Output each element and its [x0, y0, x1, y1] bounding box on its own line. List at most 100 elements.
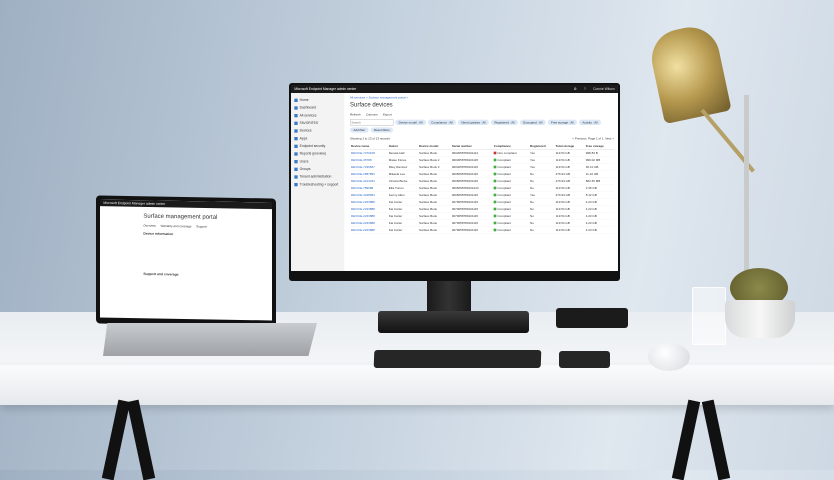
sidebar-item[interactable]: Devices: [293, 127, 342, 135]
table-cell: Compliant: [492, 226, 530, 234]
nav-icon: [294, 144, 298, 148]
filter-pill[interactable]: Add filter: [349, 127, 369, 133]
sidebar-item[interactable]: Apps: [293, 135, 342, 143]
table-cell[interactable]: DEVICE-7470108: [349, 149, 388, 157]
table-cell[interactable]: DEVICE-7236667: [349, 163, 388, 171]
sidebar-item[interactable]: All services: [293, 112, 342, 120]
column-header[interactable]: Device name: [349, 142, 388, 150]
page-select[interactable]: 1: [596, 136, 598, 140]
table-row[interactable]: DEVICE-2233888 Kai Carter Surface Book 0079…: [349, 198, 614, 206]
cell-text: 8.12 GB: [585, 193, 597, 197]
laptop-tab[interactable]: Warranty and coverage: [160, 224, 192, 229]
table-row[interactable]: DEVICE-3238954 Kenny Allen Surface Book 000…: [349, 191, 614, 199]
column-header[interactable]: Registered: [529, 142, 555, 150]
previous-button[interactable]: < Previous: [572, 136, 587, 140]
record-count: Showing 1 to 13 of 13 records: [349, 136, 390, 140]
table-cell: Surface Book 2: [417, 156, 451, 164]
laptop-tab[interactable]: Support: [196, 224, 207, 229]
toolbar-button[interactable]: Refresh: [349, 112, 361, 116]
table-row[interactable]: DEVICE-2233888 Kai Carter Surface Book 0079…: [349, 226, 614, 234]
cell-text: 119.54 GB: [555, 158, 570, 162]
next-button[interactable]: Next >: [605, 136, 614, 140]
table-cell[interactable]: DEVICE-3238954: [349, 191, 388, 199]
column-header[interactable]: Total storage: [554, 142, 585, 150]
settings-icon[interactable]: ⚙: [573, 87, 577, 91]
column-header[interactable]: Owner: [387, 142, 418, 150]
sidebar-item[interactable]: FAVORITES: [293, 119, 342, 127]
table-cell: 119.54 GB: [554, 226, 585, 234]
cell-text: 0004058789101115: [451, 165, 479, 169]
table-row[interactable]: DEVICE-2233888 Kai Carter Surface Book 0079…: [349, 205, 614, 213]
table-row[interactable]: DEVICE-2687893 Mikaela Lee Surface Book 000…: [349, 170, 614, 178]
sidebar-item-label: Endpoint security: [299, 144, 326, 148]
cell-text: DEVICE-2233888: [350, 228, 375, 232]
table-cell: 999.02 MB: [584, 156, 614, 164]
table-row[interactable]: DEVICE-7236667 Riley Ramirez Surface Book …: [349, 163, 614, 171]
table-row[interactable]: DEVICE-2233888 Kai Carter Surface Book 0079…: [349, 212, 614, 220]
table-row[interactable]: DEVICE-2233888 Kai Carter Surface Book 0079…: [349, 219, 614, 227]
table-row[interactable]: DEVICE-45788 Mateo Flores Surface Book 2 00…: [349, 156, 614, 164]
column-header[interactable]: Free storage: [584, 142, 614, 150]
table-cell[interactable]: DEVICE-2233888: [349, 205, 388, 213]
search-input[interactable]: [349, 119, 394, 126]
filter-pill[interactable]: Registered : All: [491, 119, 518, 125]
filter-pill[interactable]: Encrypted : All: [519, 119, 546, 125]
sidebar-item[interactable]: Tenant administration: [293, 173, 342, 181]
breadcrumb[interactable]: All services > Surface management portal…: [349, 95, 409, 99]
table-cell: Surface Book: [417, 226, 451, 234]
table-cell[interactable]: DEVICE-2687893: [349, 170, 388, 178]
sidebar-item-label: Users: [299, 159, 309, 164]
column-header[interactable]: Serial number: [450, 142, 493, 150]
cell-text: DEVICE-2233888: [350, 221, 375, 225]
filter-pill[interactable]: Activity : All: [579, 119, 601, 125]
table-cell[interactable]: DEVICE-2233888: [349, 226, 388, 234]
user-name[interactable]: Connie Wilson: [593, 87, 615, 91]
table-cell[interactable]: DEVICE-2233888: [349, 219, 388, 227]
cell-text: 803.45 MB: [585, 179, 601, 183]
laptop-keyboard-base: [103, 323, 317, 356]
toolbar-button[interactable]: Columns: [365, 112, 378, 116]
status-icon: [493, 200, 497, 204]
table-cell: 0003058789101115: [450, 156, 493, 164]
sidebar-item[interactable]: Groups: [293, 165, 342, 173]
table-cell: Compliant: [492, 198, 530, 206]
help-icon[interactable]: ?: [583, 87, 586, 91]
column-header[interactable]: Compliance: [492, 142, 530, 150]
table-cell: 0079058789101115: [450, 212, 493, 220]
status-icon: [493, 172, 497, 176]
table-cell: Yes: [529, 163, 555, 171]
table-cell: 0079058789101115: [450, 198, 493, 206]
sidebar-item[interactable]: Users: [293, 158, 342, 166]
table-cell[interactable]: DEVICE-45788: [349, 156, 388, 164]
filter-pill[interactable]: Device model : All: [395, 119, 426, 125]
cell-text: Surface Book: [418, 179, 437, 183]
table-cell: No: [529, 205, 555, 213]
cell-text: No: [530, 228, 534, 232]
filter-pill[interactable]: Reset filters: [370, 127, 394, 133]
table-cell[interactable]: DEVICE-2233888: [349, 198, 388, 206]
cell-text: Yes: [530, 193, 535, 197]
sidebar-item[interactable]: Troubleshooting + support: [293, 181, 342, 189]
sidebar-item[interactable]: Dashboard: [293, 104, 342, 112]
table-cell[interactable]: DEVICE-2233888: [349, 212, 388, 220]
toolbar-button[interactable]: Export: [383, 112, 392, 116]
table-row[interactable]: DEVICE-789088 Ellis Turner Surface Book 000…: [349, 184, 614, 192]
table-row[interactable]: DEVICE-3213324 Victoria Burke Surface Book…: [349, 177, 614, 185]
sidebar-item-label: Devices: [299, 128, 312, 133]
sidebar-item[interactable]: Reports (preview): [293, 150, 342, 158]
cell-text: Kai Carter: [388, 207, 403, 211]
filter-pill[interactable]: Compliance : All: [427, 119, 457, 125]
table-cell: Mikaela Lee: [387, 170, 418, 178]
laptop-tab[interactable]: Overview: [143, 223, 156, 228]
page-title: Surface devices: [349, 100, 393, 108]
cell-text: Kai Carter: [388, 200, 403, 204]
column-header[interactable]: Device model: [417, 142, 451, 150]
table-cell[interactable]: DEVICE-789088: [349, 184, 388, 192]
table-cell: Compliant: [492, 205, 530, 213]
filter-pill[interactable]: Free storage : All: [547, 119, 578, 125]
table-row[interactable]: DEVICE-7470108 Renata Hall Surface Book 000…: [349, 149, 614, 157]
sidebar-item[interactable]: Endpoint security: [293, 142, 342, 150]
sidebar-item[interactable]: Home: [293, 96, 342, 104]
filter-pill[interactable]: Need updates : All: [458, 119, 490, 125]
table-cell[interactable]: DEVICE-3213324: [349, 177, 388, 185]
